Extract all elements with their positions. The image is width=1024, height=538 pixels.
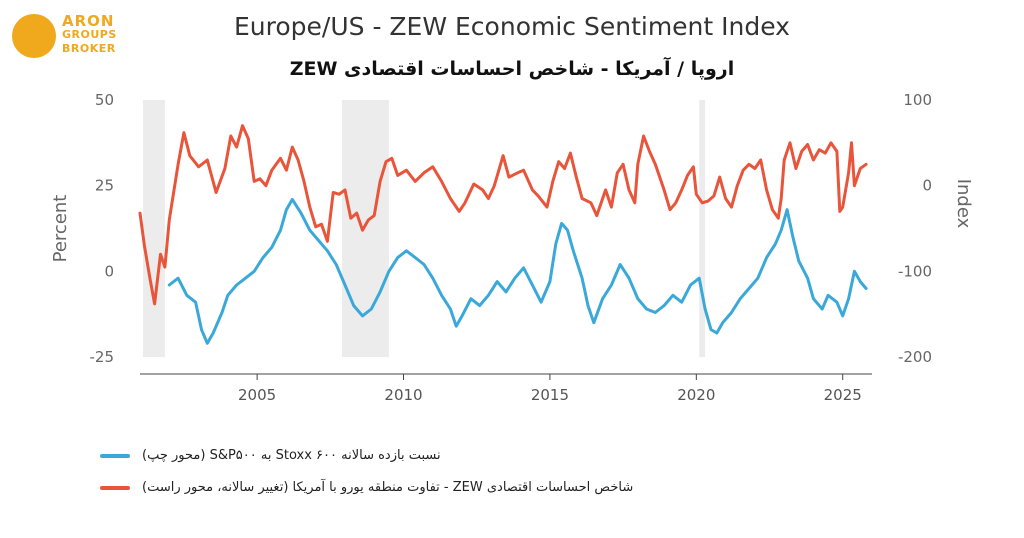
legend-swatch-blue [100,453,130,458]
recession-band-0 [142,100,165,357]
y-left-axis-title: Percent [50,195,71,263]
legend-item-stoxx-sp500: نسبت بازده سالانه Stoxx ۶۰۰ به S&P۵۰۰ (م… [100,448,441,463]
x-tick-label: 2005 [238,386,276,404]
series-line-zew [138,124,868,306]
legend-swatch-red [100,485,130,490]
y-right-tick-label: 100 [903,91,932,109]
y-left-tick-label: 0 [104,262,114,280]
logo-line-3: BROKER [62,42,116,55]
y-right-tick-label: 0 [922,177,932,195]
legend-label-zew: شاخص احساسات اقتصادی ZEW - تفاوت منطقه ی… [142,480,634,495]
y-left-tick-label: 25 [95,177,114,195]
logo-mark-icon [12,14,56,58]
recession-band-2 [699,100,706,357]
y-left-tick-label: 50 [95,91,114,109]
y-right-tick-label: -200 [898,348,932,366]
chart-title: Europe/US - ZEW Economic Sentiment Index [234,12,790,41]
y-left-tick-label: -25 [90,348,115,366]
x-tick-label: 2020 [677,386,715,404]
y-right-axis-title: Index [953,179,974,229]
x-tick-label: 2015 [531,386,569,404]
chart-subtitle: اروپا / آمریکا - شاخص احساسات اقتصادی ZE… [289,58,735,80]
y-right-tick-label: -100 [898,262,932,280]
legend-item-zew: شاخص احساسات اقتصادی ZEW - تفاوت منطقه ی… [100,480,633,495]
logo: ARON GROUPS BROKER [8,8,138,62]
legend-label-stoxx-sp500: نسبت بازده سالانه Stoxx ۶۰۰ به S&P۵۰۰ (م… [142,448,441,463]
logo-line-2: GROUPS [62,28,117,41]
logo-line-1: ARON [62,12,115,30]
series-line-stoxx-sp500 [167,197,868,345]
x-tick-label: 2010 [384,386,422,404]
x-tick-label: 2025 [824,386,862,404]
logo-wordmark: ARON GROUPS BROKER [62,14,117,56]
recession-band-1 [342,100,389,357]
